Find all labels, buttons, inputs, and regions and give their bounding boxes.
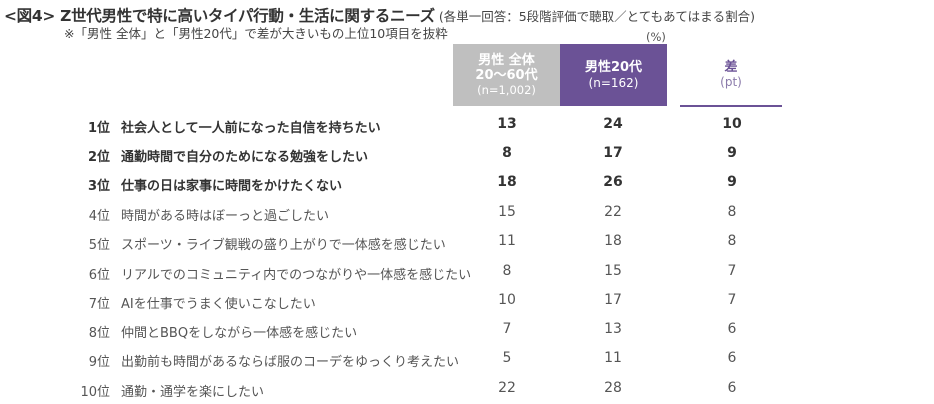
column-header-total-line1: 男性 全体 [478, 52, 535, 68]
value-20s: 13 [604, 321, 622, 337]
item-label: 通勤・通学を楽にしたい [121, 385, 265, 400]
value-diff: 9 [727, 145, 737, 161]
chart-title-block: <図4> Z世代男性で特に高いタイパ行動・生活に関するニーズ (各単一回答：5段階… [4, 4, 755, 26]
column-header-diff: 差 (pt) [680, 44, 782, 107]
table-row: 6位 リアルでのコミュニティ内でのつながりや一体感を感じたい 8 15 7 [0, 258, 934, 287]
value-total: 18 [497, 174, 517, 190]
table-row: 5位 スポーツ・ライブ観戦の盛り上がりで一体感を感じたい 11 18 8 [0, 228, 934, 257]
table-row: 4位 時間がある時はぼーっと過ごしたい 15 22 8 [0, 199, 934, 228]
unit-label: (%) [646, 30, 666, 44]
item-label: 社会人として一人前になった自信を持ちたい [121, 121, 381, 136]
item-label: 通勤時間で自分のためになる勉強をしたい [121, 150, 369, 165]
column-header-total-line3: (n=1,002) [477, 82, 536, 97]
item-label: リアルでのコミュニティ内でのつながりや一体感を感じたい [121, 268, 472, 283]
table-row: 10位 通勤・通学を楽にしたい 22 28 6 [0, 375, 934, 404]
table-row: 9位 出勤前も時間があるならば服のコーデをゆっくり考えたい 5 11 6 [0, 345, 934, 374]
rank: 2位 [87, 150, 110, 165]
rank: 5位 [88, 238, 110, 253]
column-header-total: 男性 全体 20〜60代 (n=1,002) [453, 44, 560, 106]
value-diff: 9 [727, 174, 737, 190]
column-header-total-line2: 20〜60代 [475, 68, 538, 84]
value-total: 22 [498, 380, 516, 396]
value-total: 7 [502, 321, 512, 337]
table-row: 7位 AIを仕事でうまく使いこなしたい 10 17 7 [0, 287, 934, 316]
column-header-diff-line2: (pt) [720, 75, 742, 90]
value-total: 8 [502, 145, 512, 161]
item-label: 仕事の日は家事に時間をかけたくない [121, 179, 343, 194]
value-diff: 7 [727, 292, 737, 308]
value-20s: 22 [604, 204, 622, 220]
rank: 1位 [87, 121, 110, 136]
item-label: 出勤前も時間があるならば服のコーデをゆっくり考えたい [121, 355, 460, 370]
value-total: 13 [497, 116, 517, 132]
table-row: 2位 通勤時間で自分のためになる勉強をしたい 8 17 9 [0, 140, 934, 169]
value-diff: 6 [727, 380, 737, 396]
column-header-20s: 男性20代 (n=162) [560, 44, 667, 106]
rank: 6位 [88, 268, 110, 283]
item-label: 時間がある時はぼーっと過ごしたい [121, 209, 330, 224]
value-20s: 18 [604, 233, 622, 249]
table-row: 8位 仲間とBBQをしながら一体感を感じたい 7 13 6 [0, 316, 934, 345]
value-diff: 8 [727, 233, 737, 249]
value-20s: 28 [604, 380, 622, 396]
value-20s: 17 [603, 145, 623, 161]
value-20s: 26 [603, 174, 623, 190]
column-header-20s-line1: 男性20代 [584, 60, 643, 76]
rank: 3位 [87, 179, 110, 194]
column-header-20s-line2: (n=162) [588, 75, 639, 90]
value-total: 11 [498, 233, 516, 249]
value-diff: 7 [727, 263, 737, 279]
item-label: スポーツ・ライブ観戦の盛り上がりで一体感を感じたい [121, 238, 446, 253]
value-20s: 17 [604, 292, 622, 308]
value-20s: 11 [604, 350, 622, 366]
rank: 4位 [88, 209, 110, 224]
value-diff: 10 [722, 116, 742, 132]
value-total: 8 [502, 263, 512, 279]
table-row: 1位 社会人として一人前になった自信を持ちたい 13 24 10 [0, 111, 934, 140]
value-20s: 15 [604, 263, 622, 279]
chart-note: ※「男性 全体」と「男性20代」で差が大きいもの上位10項目を抜粋 [64, 26, 448, 41]
value-total: 10 [498, 292, 516, 308]
rank: 9位 [88, 355, 110, 370]
value-diff: 6 [727, 321, 737, 337]
column-header-diff-line1: 差 [724, 59, 738, 75]
rank: 7位 [88, 297, 110, 312]
rank: 10位 [80, 385, 110, 400]
value-diff: 6 [727, 350, 737, 366]
value-diff: 8 [727, 204, 737, 220]
item-label: AIを仕事でうまく使いこなしたい [121, 297, 316, 312]
chart-subtitle: (各単一回答：5段階評価で聴取／とてもあてはまる割合) [438, 9, 756, 24]
value-20s: 24 [603, 116, 623, 132]
value-total: 5 [502, 350, 512, 366]
table-row: 3位 仕事の日は家事に時間をかけたくない 18 26 9 [0, 169, 934, 198]
item-label: 仲間とBBQをしながら一体感を感じたい [121, 326, 358, 341]
rank: 8位 [88, 326, 110, 341]
value-total: 15 [498, 204, 516, 220]
chart-title: <図4> Z世代男性で特に高いタイパ行動・生活に関するニーズ [4, 7, 435, 25]
